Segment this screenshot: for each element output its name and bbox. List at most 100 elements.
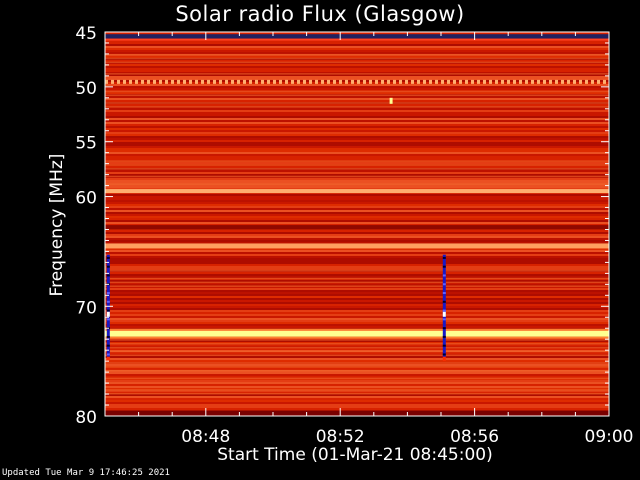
spectrogram-row [105, 48, 609, 50]
spectrogram-texture [105, 354, 609, 357]
bright-band-segment [177, 79, 180, 84]
spectrogram-row [105, 166, 609, 168]
spectrogram-row [105, 372, 609, 374]
spectrogram-row [105, 342, 609, 344]
spectrogram-row [105, 128, 609, 130]
spectrogram-row [105, 394, 609, 396]
bright-band-segment [255, 79, 258, 84]
spectrogram-row [105, 174, 609, 176]
bright-band-segment [117, 79, 120, 84]
spectrogram-row [105, 44, 609, 46]
y-tick-label: 50 [75, 79, 97, 99]
bright-band-segment [549, 79, 552, 84]
x-tick-label: 09:00 [585, 427, 634, 447]
spectrogram-row [105, 112, 609, 114]
spectrogram-row [105, 158, 609, 160]
spectrogram-row [105, 76, 609, 78]
burst-pixel [442, 344, 446, 347]
x-tick-label: 08:52 [316, 427, 365, 447]
bright-band-segment [537, 79, 540, 84]
spectrogram-row [105, 294, 609, 296]
spectrogram-texture [105, 343, 609, 345]
burst-pixel [106, 300, 110, 303]
spectrogram-row [105, 256, 609, 258]
spectrogram-row [105, 374, 609, 376]
bright-band-segment [267, 79, 270, 84]
spectrogram-row [105, 318, 609, 320]
spectrogram-row [105, 316, 609, 318]
spectrogram-row [105, 146, 609, 148]
spectrogram-row [105, 196, 609, 198]
spectrogram-row [105, 338, 609, 340]
spectrogram-row [105, 376, 609, 378]
burst-pixel [442, 318, 446, 321]
spectrogram-row [105, 312, 609, 314]
burst-column [106, 254, 110, 357]
bright-band-edge [105, 336, 609, 339]
bright-band-segment [237, 79, 240, 84]
bright-band-segment [129, 79, 132, 84]
spectrogram-row [105, 320, 609, 322]
bright-band-segment [597, 79, 600, 84]
plot-frame [104, 31, 610, 417]
bright-band-segment [141, 79, 144, 84]
spectrogram-row [105, 364, 609, 366]
spectrogram-row [105, 118, 609, 120]
bright-band-segment [441, 79, 444, 84]
spectrogram-row [105, 322, 609, 324]
bright-band-segment [543, 79, 546, 84]
bright-band-segment [495, 79, 498, 84]
spectrogram-texture [105, 73, 609, 75]
bright-band-segment [417, 79, 420, 84]
bright-band-segment [453, 79, 456, 84]
bright-band-segment [333, 79, 336, 84]
bright-band-segment [465, 79, 468, 84]
y-tick-label: 70 [75, 298, 97, 318]
spectrogram-row [105, 204, 609, 206]
burst-pixel [106, 318, 110, 321]
burst-pixel [442, 265, 446, 268]
burst-pixel [106, 344, 110, 347]
spectrogram-row [105, 162, 609, 164]
bright-band-segment [387, 79, 390, 84]
spectrogram-texture [105, 281, 609, 284]
burst-pixel [442, 309, 446, 312]
bright-band-segment [567, 79, 570, 84]
bright-band-segment [555, 79, 558, 84]
spectrogram-texture [105, 102, 609, 104]
burst-pixel [442, 274, 446, 277]
spectrogram-row [105, 242, 609, 244]
spectrogram-row [105, 386, 609, 388]
spectrogram-row [105, 130, 609, 132]
bright-band-segment [285, 79, 288, 84]
bright-band-segment [303, 79, 306, 84]
bright-band-segment [357, 79, 360, 84]
spectrogram-row [105, 148, 609, 150]
bright-band-segment [363, 79, 366, 84]
spectrogram-row [105, 200, 609, 202]
dark-band [105, 225, 609, 230]
spectrogram-row [105, 136, 609, 138]
bright-band-segment [219, 79, 222, 84]
bright-band-segment [603, 79, 606, 84]
burst-pixel [106, 335, 110, 338]
spectrogram-row [105, 276, 609, 278]
chart-title: Solar radio Flux (Glasgow) [175, 2, 465, 26]
spectrogram-texture [105, 350, 609, 353]
bright-band-segment [171, 79, 174, 84]
spectrogram-row [105, 388, 609, 390]
spectrogram-row [105, 64, 609, 66]
dark-band [105, 410, 609, 416]
bright-band-segment [105, 79, 108, 84]
spectrogram-row [105, 206, 609, 208]
x-tick-label: 08:56 [450, 427, 499, 447]
bright-band-segment [561, 79, 564, 84]
spectrogram-row [105, 298, 609, 300]
spectrogram-row [105, 340, 609, 342]
spectrogram-row [105, 238, 609, 240]
spectrogram-row [105, 296, 609, 298]
bright-band-segment [585, 79, 588, 84]
spectrogram-row [105, 212, 609, 214]
bright-band [105, 189, 609, 194]
spectrogram-texture [105, 183, 609, 185]
